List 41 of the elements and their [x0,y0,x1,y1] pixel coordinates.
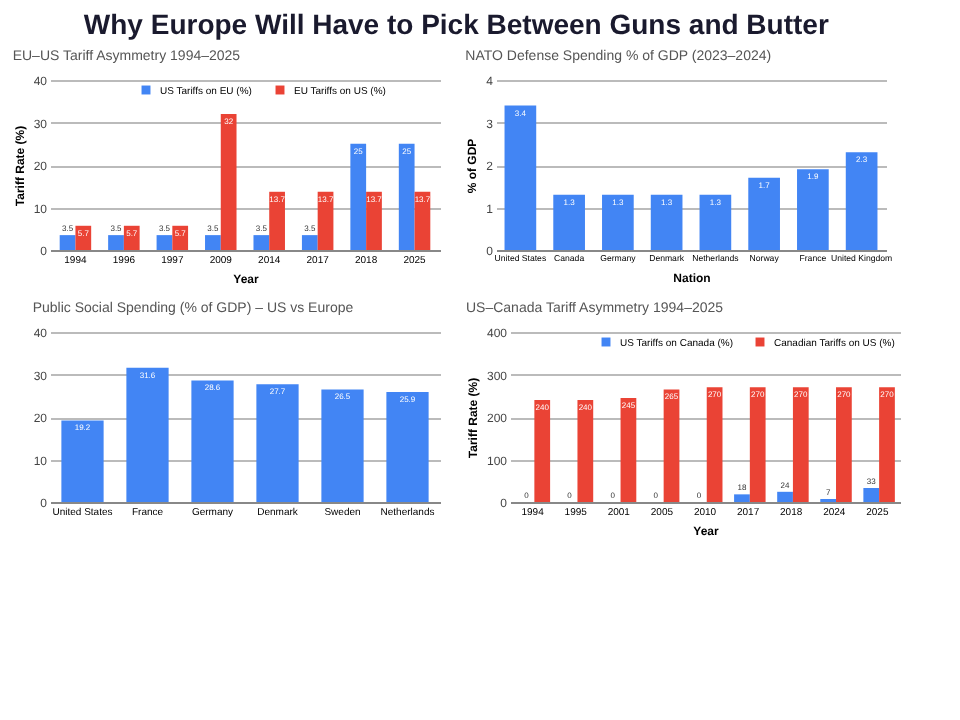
bar [602,194,634,250]
bar [172,225,189,250]
bar [386,391,429,502]
bar [123,225,140,250]
bar [650,194,683,250]
bar [256,384,299,502]
bar [577,400,594,502]
bar [301,235,318,250]
bar [777,491,793,502]
bar [863,487,880,502]
bar [269,191,285,250]
bar [534,400,551,502]
bar [108,235,124,250]
bar [749,387,766,502]
bar [220,114,237,250]
bar [553,194,585,250]
bar [699,194,732,250]
bar [879,387,895,502]
bar [748,177,780,250]
bar [366,191,382,250]
bar [191,380,234,502]
bar [156,235,173,250]
bar [126,367,169,502]
bar [836,387,852,502]
bar [205,235,221,250]
bar [792,387,809,502]
bar [663,389,680,502]
bar [797,169,829,250]
bar [253,235,270,250]
bar [398,143,415,250]
bar [321,389,364,502]
bar [59,235,76,250]
bar [75,225,92,250]
bar [706,387,723,502]
bar [350,143,367,250]
bar [504,105,537,250]
text: Why Europe Will Have to Pick Between Guns and Butter [83,8,830,40]
bar [734,494,750,502]
bar [845,152,878,250]
bar [61,420,104,502]
bar [620,397,637,502]
